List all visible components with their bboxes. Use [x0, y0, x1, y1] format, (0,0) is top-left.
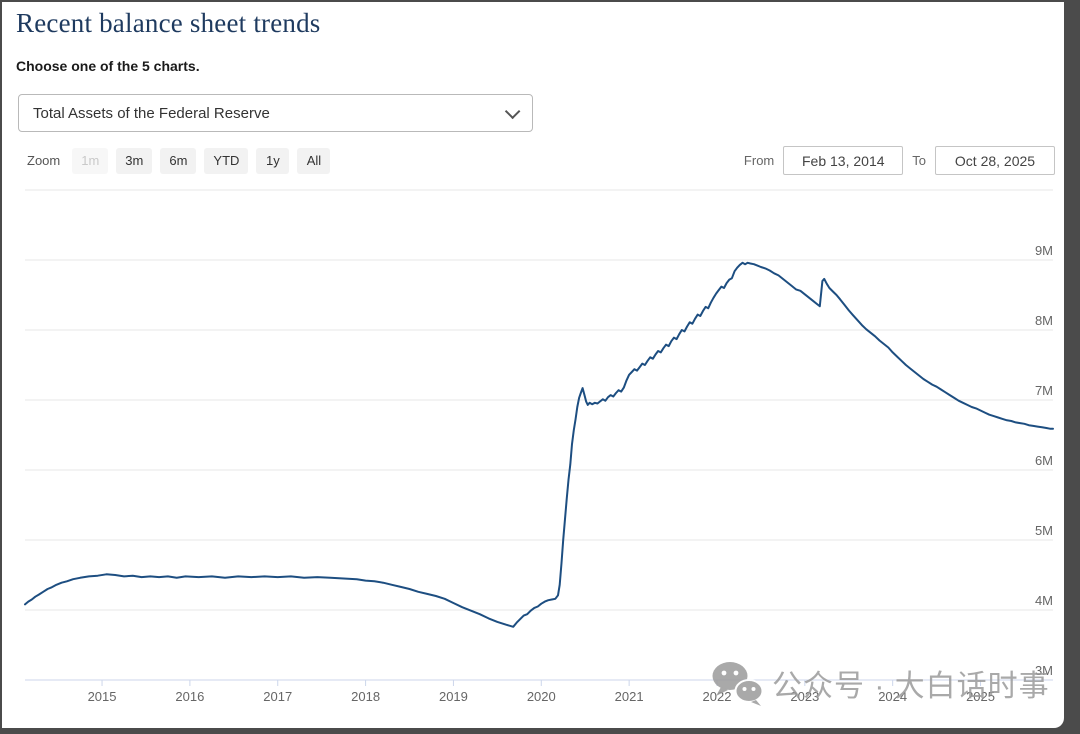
- range-selector-zoom: Zoom 1m 3m 6m YTD 1y All: [27, 147, 331, 174]
- svg-text:5M: 5M: [1035, 523, 1053, 538]
- svg-text:2015: 2015: [88, 689, 117, 704]
- svg-text:2022: 2022: [703, 689, 732, 704]
- chart-select[interactable]: Total Assets of the Federal Reserve: [18, 94, 533, 132]
- svg-text:7M: 7M: [1035, 383, 1053, 398]
- y-gridlines: [25, 189, 1053, 611]
- x-axis-labels: 2015 2016 2017 2018 2019 2020 2021 2022 2023 2024…: [88, 689, 995, 704]
- svg-text:2024: 2024: [878, 689, 907, 704]
- svg-text:6M: 6M: [1035, 453, 1053, 468]
- svg-text:2023: 2023: [790, 689, 819, 704]
- svg-text:2016: 2016: [175, 689, 204, 704]
- x-axis: [25, 679, 1053, 686]
- svg-text:8M: 8M: [1035, 313, 1053, 328]
- zoom-button-3m[interactable]: 3m: [116, 147, 153, 174]
- svg-text:2020: 2020: [527, 689, 556, 704]
- range-selector-dates: From To: [743, 146, 1055, 175]
- from-label: From: [743, 153, 775, 168]
- svg-text:2019: 2019: [439, 689, 468, 704]
- svg-text:4M: 4M: [1035, 593, 1053, 608]
- zoom-button-6m[interactable]: 6m: [160, 147, 197, 174]
- svg-text:9M: 9M: [1035, 243, 1053, 258]
- svg-text:2021: 2021: [615, 689, 644, 704]
- page: Recent balance sheet trends Choose one o…: [2, 2, 1064, 728]
- svg-text:3M: 3M: [1035, 663, 1053, 678]
- to-label: To: [912, 153, 926, 168]
- chart-chooser-label: Choose one of the 5 charts.: [16, 58, 200, 74]
- y-axis-labels: 9M 8M 7M 6M 5M 4M 3M: [1035, 243, 1053, 678]
- page-title: Recent balance sheet trends: [16, 8, 321, 38]
- zoom-button-1y[interactable]: 1y: [256, 147, 290, 174]
- chart-select-value: Total Assets of the Federal Reserve: [33, 104, 270, 122]
- zoom-button-1m[interactable]: 1m: [72, 147, 109, 174]
- svg-text:2018: 2018: [351, 689, 380, 704]
- svg-text:2025: 2025: [966, 689, 995, 704]
- zoom-label: Zoom: [27, 153, 61, 168]
- series-line: [24, 261, 1054, 628]
- zoom-button-ytd[interactable]: YTD: [204, 147, 249, 174]
- from-date-input[interactable]: [783, 146, 904, 175]
- svg-text:2017: 2017: [263, 689, 292, 704]
- to-date-input[interactable]: [935, 146, 1055, 175]
- zoom-button-all[interactable]: All: [297, 147, 331, 174]
